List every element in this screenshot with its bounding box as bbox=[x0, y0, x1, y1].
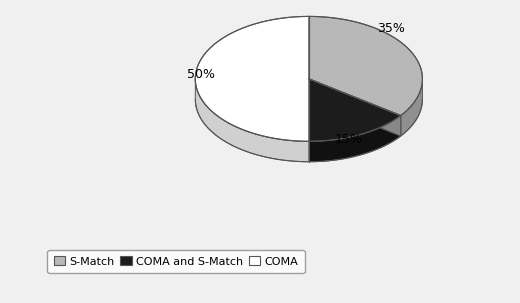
Polygon shape bbox=[196, 78, 309, 162]
Polygon shape bbox=[309, 79, 401, 136]
Polygon shape bbox=[309, 79, 401, 141]
Polygon shape bbox=[309, 79, 401, 136]
Polygon shape bbox=[309, 16, 422, 115]
Polygon shape bbox=[309, 115, 401, 162]
Polygon shape bbox=[196, 16, 309, 141]
Text: 15%: 15% bbox=[335, 132, 362, 145]
Text: 35%: 35% bbox=[376, 22, 405, 35]
Text: 50%: 50% bbox=[187, 68, 215, 81]
Polygon shape bbox=[401, 78, 422, 136]
Legend: S-Match, COMA and S-Match, COMA: S-Match, COMA and S-Match, COMA bbox=[47, 250, 305, 273]
